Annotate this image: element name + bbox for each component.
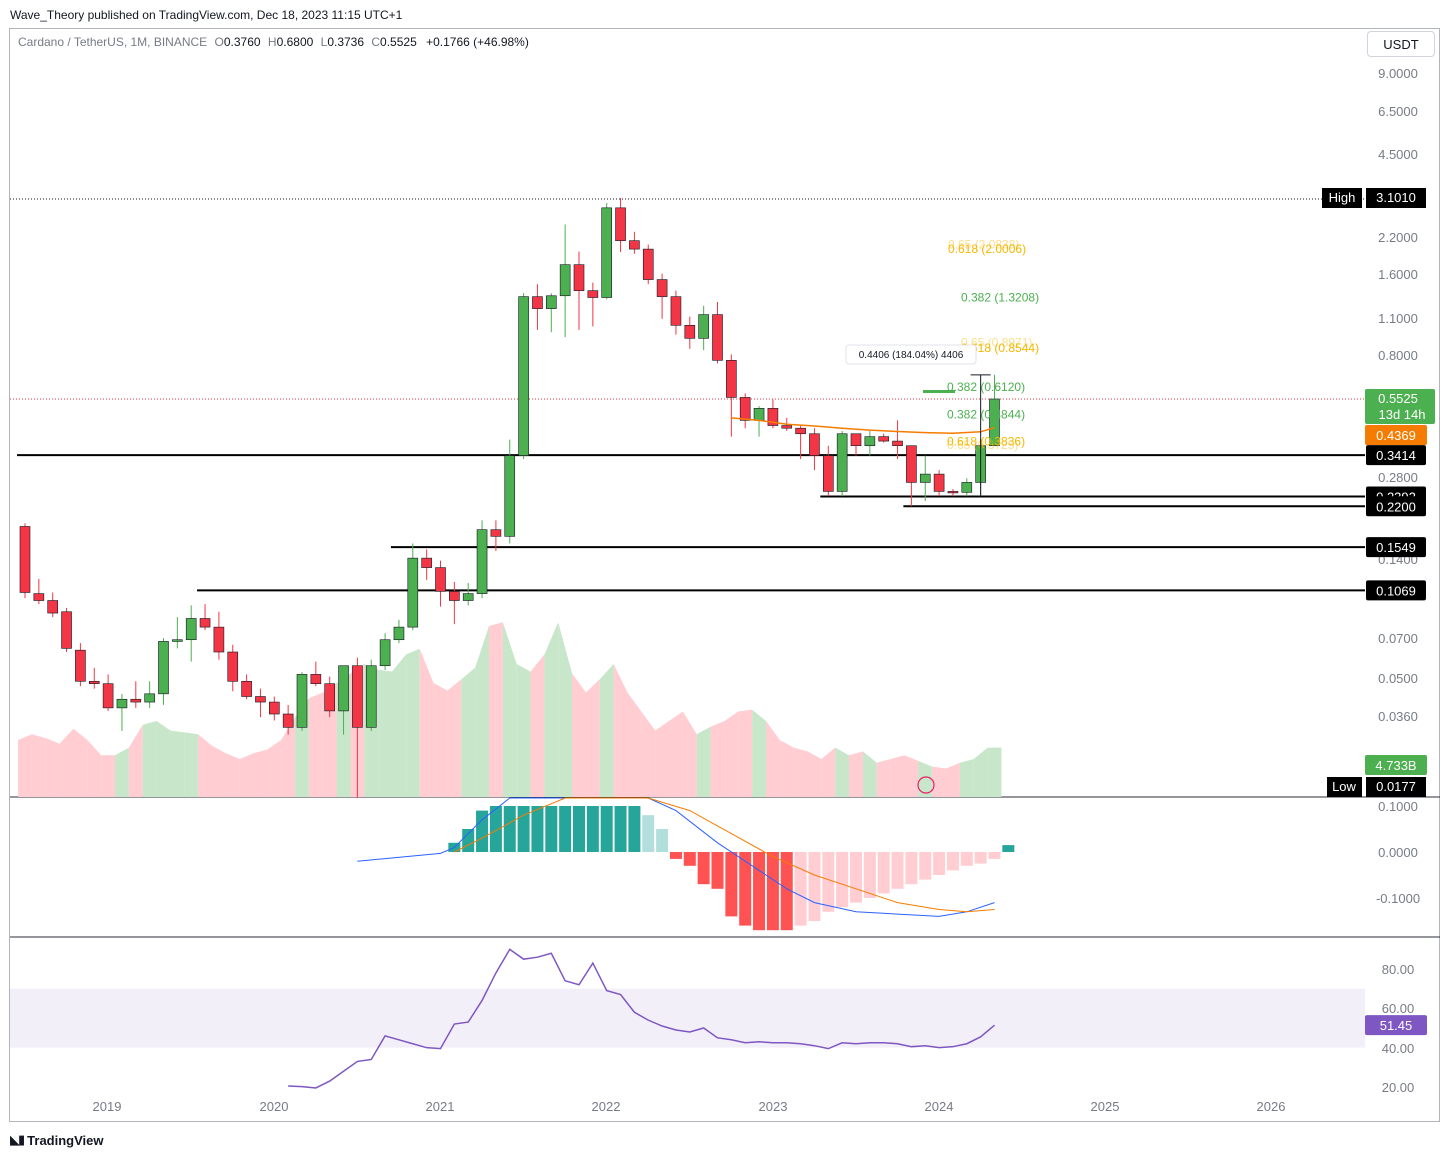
symbol-title[interactable]: Cardano / TetherUS, 1M, BINANCE <box>18 35 208 49</box>
brand-label: TradingView <box>27 1132 104 1148</box>
close-key: C <box>371 35 381 49</box>
chart-frame <box>9 28 1440 1122</box>
high-value: 0.6800 <box>276 35 314 49</box>
high-key: H <box>267 35 277 49</box>
low-value: 0.3736 <box>327 35 365 49</box>
open-value: 0.3760 <box>223 35 261 49</box>
currency-button[interactable]: USDT <box>1367 31 1435 57</box>
publisher-caption: Wave_Theory published on TradingView.com… <box>10 8 403 22</box>
tradingview-logo-icon: ◣▮ <box>10 1132 25 1147</box>
close-value: 0.5525 <box>380 35 417 49</box>
tradingview-brand[interactable]: ◣▮ TradingView <box>10 1132 104 1148</box>
symbol-legend: Cardano / TetherUS, 1M, BINANCE O0.3760 … <box>18 35 529 49</box>
change-value: +0.1766 (+46.98%) <box>426 35 529 49</box>
open-key: O <box>214 35 224 49</box>
low-key: L <box>320 35 328 49</box>
